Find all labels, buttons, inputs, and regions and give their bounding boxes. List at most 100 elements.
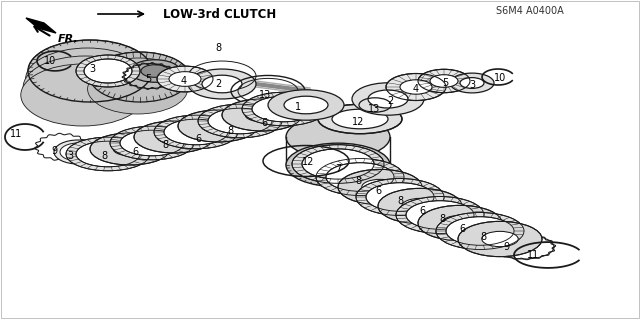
Ellipse shape — [322, 158, 354, 172]
Polygon shape — [26, 18, 56, 33]
Ellipse shape — [120, 130, 184, 156]
Ellipse shape — [400, 80, 432, 94]
Ellipse shape — [386, 73, 446, 100]
Text: 5: 5 — [442, 78, 448, 88]
Text: 9: 9 — [51, 146, 57, 156]
Text: 8: 8 — [101, 151, 107, 161]
Ellipse shape — [352, 83, 424, 115]
Text: 6: 6 — [132, 147, 138, 157]
Text: 8: 8 — [439, 214, 445, 224]
Ellipse shape — [482, 231, 518, 247]
Text: 10: 10 — [494, 73, 506, 83]
Ellipse shape — [130, 60, 180, 82]
Text: 13: 13 — [368, 104, 380, 114]
Text: 5: 5 — [145, 74, 151, 84]
Text: 2: 2 — [387, 96, 393, 106]
Ellipse shape — [113, 142, 147, 156]
Ellipse shape — [141, 65, 169, 77]
Ellipse shape — [368, 90, 408, 108]
Ellipse shape — [252, 96, 316, 122]
Ellipse shape — [316, 159, 404, 196]
Ellipse shape — [418, 205, 502, 241]
Ellipse shape — [284, 96, 328, 114]
Ellipse shape — [178, 110, 258, 142]
Text: 7: 7 — [335, 164, 341, 174]
Ellipse shape — [26, 48, 150, 110]
Ellipse shape — [442, 215, 478, 231]
Ellipse shape — [310, 153, 366, 177]
Ellipse shape — [28, 40, 152, 102]
Ellipse shape — [169, 72, 201, 86]
Text: 8: 8 — [480, 232, 486, 242]
Ellipse shape — [54, 140, 102, 164]
Ellipse shape — [338, 169, 422, 205]
Text: 6: 6 — [195, 134, 201, 144]
Ellipse shape — [110, 126, 194, 160]
Ellipse shape — [430, 75, 458, 87]
Text: 2: 2 — [215, 79, 221, 89]
Ellipse shape — [76, 141, 140, 167]
Ellipse shape — [366, 183, 434, 211]
Ellipse shape — [460, 78, 484, 88]
Ellipse shape — [302, 149, 374, 179]
Ellipse shape — [88, 64, 188, 114]
Text: 4: 4 — [181, 76, 187, 86]
Ellipse shape — [450, 73, 494, 93]
Text: 12: 12 — [352, 117, 364, 127]
Text: 12: 12 — [302, 157, 314, 167]
Text: 9: 9 — [503, 242, 509, 252]
Text: 6: 6 — [419, 206, 425, 216]
Text: 8: 8 — [227, 126, 233, 136]
Text: FR.: FR. — [58, 34, 79, 44]
Ellipse shape — [458, 221, 542, 257]
Ellipse shape — [164, 119, 228, 145]
Text: 10: 10 — [44, 56, 56, 66]
Ellipse shape — [362, 179, 398, 195]
Ellipse shape — [198, 104, 282, 138]
Ellipse shape — [378, 188, 462, 224]
Ellipse shape — [329, 161, 347, 169]
Text: 8: 8 — [215, 43, 221, 53]
Ellipse shape — [268, 90, 344, 120]
Ellipse shape — [418, 69, 470, 93]
Ellipse shape — [396, 197, 484, 234]
Text: 13: 13 — [259, 90, 271, 100]
Ellipse shape — [23, 56, 147, 118]
Ellipse shape — [154, 115, 238, 149]
Text: 8: 8 — [162, 140, 168, 150]
Ellipse shape — [446, 217, 514, 245]
Ellipse shape — [20, 64, 145, 126]
Text: 4: 4 — [413, 84, 419, 94]
Ellipse shape — [242, 92, 326, 126]
Text: 1: 1 — [295, 102, 301, 112]
Text: 3: 3 — [469, 80, 475, 90]
Ellipse shape — [332, 109, 388, 129]
Ellipse shape — [245, 108, 279, 122]
Text: 11: 11 — [527, 250, 539, 260]
Text: 3: 3 — [67, 151, 73, 161]
Ellipse shape — [90, 52, 190, 102]
Ellipse shape — [406, 201, 474, 229]
Text: 6: 6 — [375, 186, 381, 196]
Ellipse shape — [208, 108, 272, 134]
Text: 8: 8 — [397, 196, 403, 206]
Text: 8: 8 — [355, 176, 361, 186]
Text: 6: 6 — [261, 118, 267, 128]
Ellipse shape — [157, 130, 191, 144]
Ellipse shape — [318, 104, 402, 134]
Ellipse shape — [89, 58, 189, 108]
Text: 11: 11 — [10, 129, 22, 139]
Ellipse shape — [286, 143, 390, 187]
Ellipse shape — [356, 179, 444, 215]
Text: LOW-3rd CLUTCH: LOW-3rd CLUTCH — [163, 8, 276, 20]
Ellipse shape — [134, 121, 214, 153]
Ellipse shape — [292, 145, 384, 183]
Ellipse shape — [202, 75, 242, 93]
Text: 6: 6 — [459, 224, 465, 234]
Ellipse shape — [90, 133, 170, 165]
Ellipse shape — [76, 55, 140, 87]
Ellipse shape — [326, 163, 394, 191]
Ellipse shape — [402, 198, 438, 214]
Ellipse shape — [157, 66, 213, 92]
Ellipse shape — [188, 69, 256, 99]
